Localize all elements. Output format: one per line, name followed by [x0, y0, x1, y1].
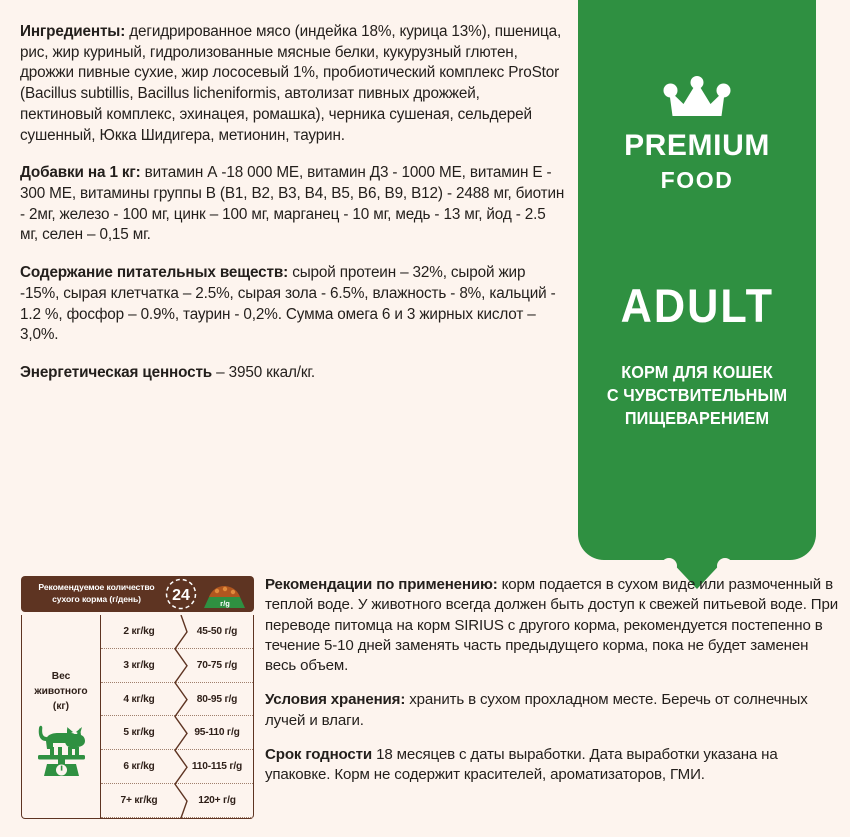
row-amount: 45-50 г/g: [196, 625, 238, 637]
energy-paragraph: Энергетическая ценность – 3950 ккал/кг.: [20, 363, 565, 384]
svg-text:24: 24: [172, 587, 190, 604]
feeding-table-rows: 2 кг/kg 45-50 г/g 3 кг/kg 70-75 г/g 4 кг…: [101, 615, 253, 818]
ingredients-body: дегидрированное мясо (индейка 18%, куриц…: [20, 23, 562, 144]
cat-on-scale-icon: [34, 721, 89, 779]
premium-label: PREMIUM: [624, 129, 770, 162]
additives-paragraph: Добавки на 1 кг: витамин А -18 000 МЕ, в…: [20, 163, 565, 246]
nutrition-info-column: Ингредиенты: дегидрированное мясо (индей…: [20, 22, 565, 384]
recommendations-paragraph: Рекомендации по применению: корм подаетс…: [265, 575, 843, 676]
banner-subtitle: КОРМ ДЛЯ КОШЕК С ЧУВСТВИТЕЛЬНЫМ ПИЩЕВАРЕНИ…: [606, 362, 788, 429]
feeding-table-title: Рекомендуемое количество сухого корма (г/…: [38, 582, 155, 604]
table-row: 2 кг/kg 45-50 г/g: [101, 615, 253, 649]
energy-body: – 3950 ккал/кг.: [212, 364, 316, 382]
ingredients-paragraph: Ингредиенты: дегидрированное мясо (индей…: [20, 22, 565, 146]
energy-heading: Энергетическая ценность: [20, 364, 213, 382]
recommendations-body: корм подается в сухом виде или размоченн…: [265, 576, 839, 675]
row-amount: 70-75 г/g: [196, 659, 238, 671]
nutrition-paragraph: Содержание питательных веществ: сырой пр…: [20, 263, 565, 346]
life-stage-label: ADULT: [620, 279, 774, 332]
svg-text:г/g: г/g: [220, 599, 230, 608]
table-row: 5 кг/kg 95-110 г/g: [101, 716, 253, 751]
row-amount: 120+ г/g: [198, 795, 236, 807]
storage-paragraph: Условия хранения: хранить в сухом прохла…: [265, 690, 843, 731]
premium-banner: PREMIUM FOOD ADULT КОРМ ДЛЯ КОШЕК С ЧУВСТ…: [578, 0, 816, 589]
feeding-table-body: Вес животного (кг): [21, 615, 254, 819]
shelf-life-paragraph: Срок годности 18 месяцев с даты выработк…: [265, 745, 843, 786]
recommendations-heading: Рекомендации по применению:: [265, 576, 498, 593]
table-row: 6 кг/kg 110-115 г/g: [101, 750, 253, 785]
table-row: 7+ кг/kg 120+ г/g: [101, 784, 253, 818]
row-weight: 7+ кг/kg: [120, 795, 158, 807]
feeding-guide-table: Рекомендуемое количество сухого корма (г/…: [21, 576, 254, 819]
row-amount: 110-115 г/g: [191, 761, 243, 773]
feeding-table-weight-column: Вес животного (кг): [22, 615, 101, 818]
animal-weight-label: Вес животного (кг): [34, 671, 88, 713]
ingredients-heading: Ингредиенты:: [20, 23, 126, 40]
nutrition-body: сырой протеин – 32%, сырой жир -15%, сыр…: [20, 264, 556, 344]
food-label: FOOD: [660, 167, 734, 193]
additives-heading: Добавки на 1 кг:: [20, 164, 141, 182]
crown-icon: [663, 76, 731, 118]
row-amount: 95-110 г/g: [194, 727, 240, 739]
table-row: 4 кг/kg 80-95 г/g: [101, 683, 253, 717]
row-weight: 4 кг/kg: [123, 693, 155, 705]
additives-body: витамин А -18 000 МЕ, витамин Д3 - 1000 …: [20, 164, 565, 244]
feeding-table-header: Рекомендуемое количество сухого корма (г/…: [21, 576, 254, 612]
shelf-life-heading: Срок годности: [265, 746, 373, 764]
nutrition-heading: Содержание питательных веществ:: [20, 264, 289, 282]
banner-notch: [661, 558, 733, 589]
storage-body: хранить в сухом прохладном месте. Беречь…: [265, 691, 808, 729]
storage-heading: Условия хранения:: [265, 691, 406, 709]
daily-portion-badge: 24 г/g: [162, 577, 248, 611]
row-weight: 5 кг/kg: [123, 727, 155, 739]
usage-info-column: Рекомендации по применению: корм подаетс…: [265, 575, 843, 786]
row-weight: 3 кг/kg: [123, 659, 155, 671]
table-row: 3 кг/kg 70-75 г/g: [101, 649, 253, 683]
row-weight: 6 кг/kg: [123, 761, 155, 773]
row-weight: 2 кг/kg: [123, 625, 155, 637]
shelf-life-body: 18 месяцев с даты выработки. Дата вырабо…: [265, 746, 778, 784]
row-amount: 80-95 г/g: [196, 693, 238, 705]
